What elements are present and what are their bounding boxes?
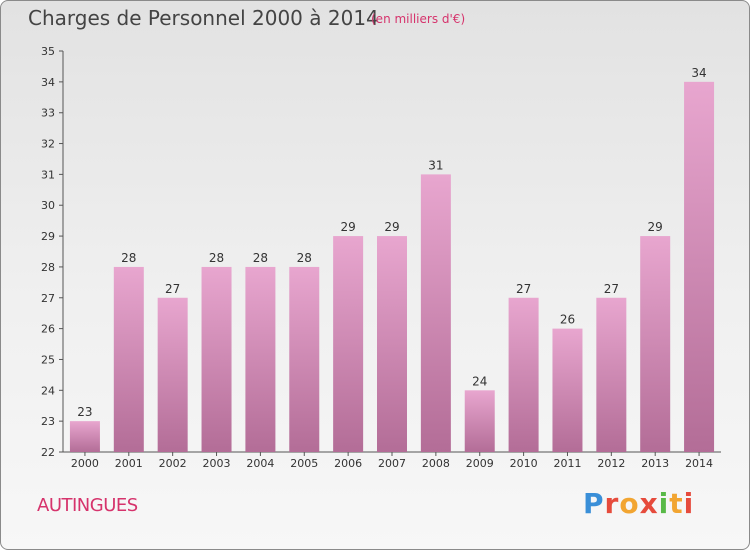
bar [289, 266, 320, 452]
x-tick-label: 2003 [203, 457, 231, 470]
data-label: 26 [560, 313, 575, 327]
y-tick-label: 27 [41, 292, 55, 305]
x-tick-label: 2014 [685, 457, 713, 470]
data-label: 29 [648, 220, 663, 234]
y-tick-label: 35 [41, 45, 55, 58]
data-label: 29 [340, 220, 355, 234]
bar [552, 328, 583, 452]
y-tick-label: 28 [41, 261, 55, 274]
data-label: 28 [121, 251, 136, 265]
bar [333, 236, 364, 452]
data-label: 28 [297, 251, 312, 265]
y-tick-label: 22 [41, 446, 55, 459]
logo-letter: x [639, 487, 659, 520]
logo-letter: i [683, 487, 695, 520]
x-tick-label: 2000 [71, 457, 99, 470]
x-tick-label: 2007 [378, 457, 406, 470]
logo-letter: t [669, 487, 684, 520]
data-label: 27 [165, 282, 180, 296]
bar [640, 236, 671, 452]
bar [69, 421, 100, 452]
y-tick-label: 26 [41, 323, 55, 336]
bar [684, 81, 715, 452]
bar [377, 236, 407, 452]
data-label: 27 [516, 282, 531, 296]
bar [508, 297, 539, 452]
x-tick-label: 2008 [422, 457, 450, 470]
x-tick-label: 2006 [334, 457, 362, 470]
y-tick-label: 29 [41, 230, 55, 243]
x-tick-label: 2013 [641, 457, 669, 470]
logo-letter: o [619, 487, 640, 520]
bar [420, 174, 451, 452]
y-tick-label: 24 [41, 384, 55, 397]
chart-title: Charges de Personnel 2000 à 2014 [28, 6, 379, 30]
bar [245, 266, 276, 452]
data-label: 28 [209, 251, 224, 265]
y-tick-label: 31 [41, 168, 55, 181]
x-tick-label: 2002 [159, 457, 187, 470]
data-label: 31 [428, 158, 443, 172]
y-tick-label: 25 [41, 353, 55, 366]
data-label: 23 [77, 405, 92, 419]
data-label: 27 [604, 282, 619, 296]
x-tick-label: 2004 [246, 457, 274, 470]
x-tick-label: 2011 [553, 457, 581, 470]
y-tick-label: 34 [41, 76, 55, 89]
bar [113, 266, 144, 452]
y-tick-label: 30 [41, 199, 55, 212]
y-tick-label: 32 [41, 138, 55, 151]
logo-letter: P [583, 487, 605, 520]
x-tick-label: 2012 [597, 457, 625, 470]
x-tick-label: 2005 [290, 457, 318, 470]
chart-subtitle: (en milliers d'€) [371, 12, 466, 26]
data-label: 24 [472, 374, 487, 388]
proxiti-logo[interactable]: Proxiti [583, 487, 694, 520]
bar [464, 390, 495, 452]
data-label: 29 [384, 220, 399, 234]
y-tick-label: 23 [41, 415, 55, 428]
y-tick-label: 33 [41, 107, 55, 120]
bar [201, 266, 232, 452]
data-label: 28 [253, 251, 268, 265]
x-tick-label: 2009 [466, 457, 494, 470]
bar [157, 297, 188, 452]
logo-letter: i [658, 487, 670, 520]
x-tick-label: 2010 [510, 457, 538, 470]
data-label: 34 [691, 66, 706, 80]
commune-name: AUTINGUES [37, 495, 138, 516]
x-tick-label: 2001 [115, 457, 143, 470]
bar [596, 297, 627, 452]
logo-letter: r [604, 487, 620, 520]
